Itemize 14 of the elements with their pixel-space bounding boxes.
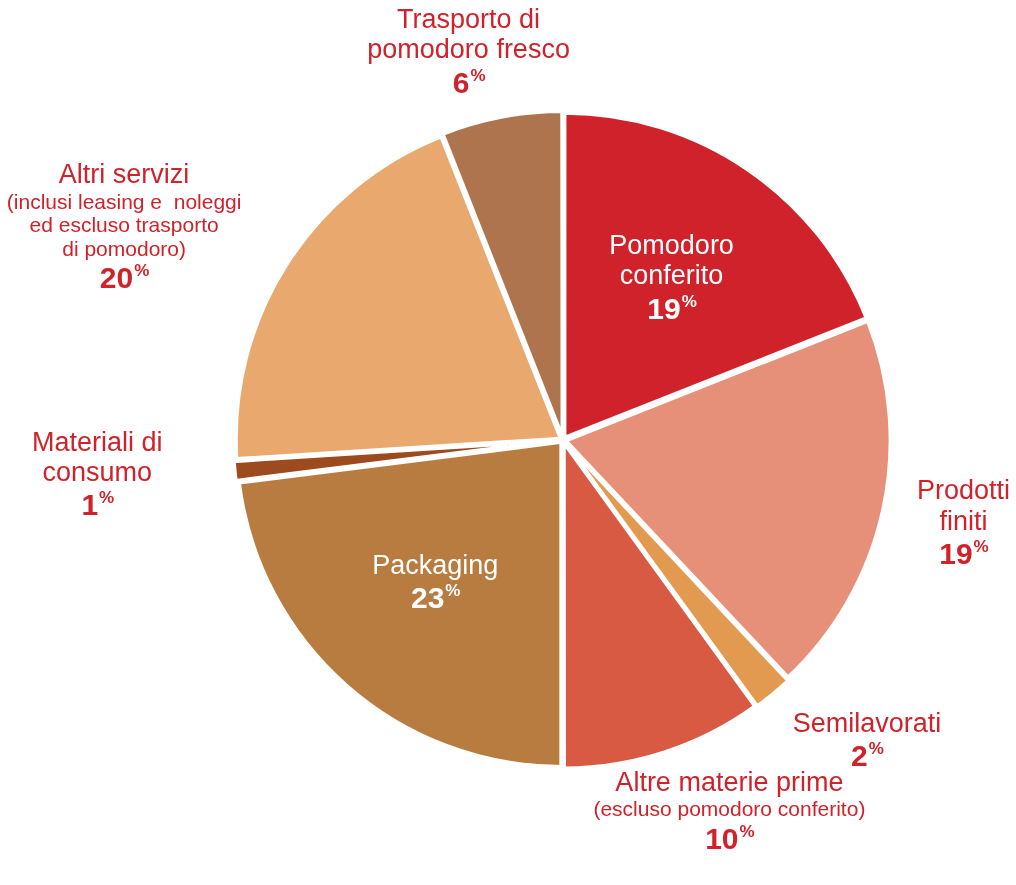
slice-label: Materiali di consumo bbox=[32, 426, 163, 487]
data-label: 19% bbox=[939, 537, 989, 571]
data-label: 10% bbox=[705, 821, 755, 855]
slice-label: Trasporto di pomodoro fresco bbox=[367, 3, 570, 65]
slice-label: Prodotti finiti bbox=[916, 475, 1011, 536]
data-label: 19% bbox=[647, 291, 697, 325]
slice-label: Semilavorati bbox=[792, 707, 942, 738]
data-label: 20% bbox=[99, 261, 150, 295]
slice-label: Altri servizi (inclusi leasing e noleggi ed escluso trasporto di pomodoro) bbox=[6, 159, 242, 260]
slice-label: Pomodoro conferito bbox=[609, 229, 734, 291]
slice-label: Packaging bbox=[372, 549, 499, 580]
data-label: 1% bbox=[81, 488, 115, 522]
data-label: 23% bbox=[410, 581, 461, 615]
data-label: 6% bbox=[452, 65, 486, 99]
